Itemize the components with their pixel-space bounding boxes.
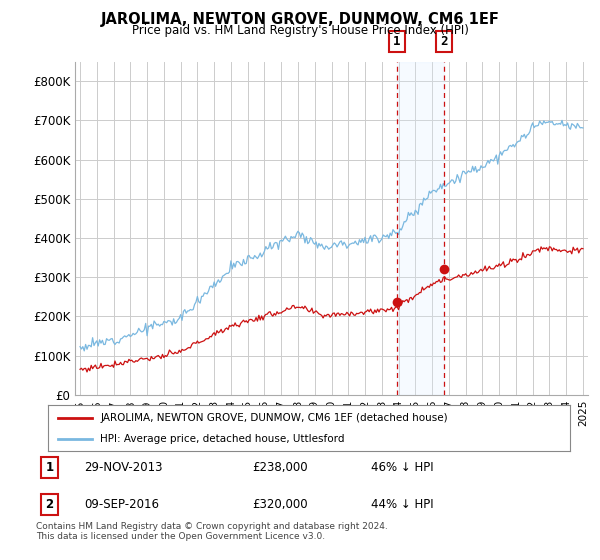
Text: £320,000: £320,000 bbox=[252, 498, 308, 511]
Text: 44% ↓ HPI: 44% ↓ HPI bbox=[371, 498, 433, 511]
Text: Price paid vs. HM Land Registry's House Price Index (HPI): Price paid vs. HM Land Registry's House … bbox=[131, 24, 469, 36]
Text: HPI: Average price, detached house, Uttlesford: HPI: Average price, detached house, Uttl… bbox=[100, 434, 344, 444]
Text: Contains HM Land Registry data © Crown copyright and database right 2024.
This d: Contains HM Land Registry data © Crown c… bbox=[36, 522, 388, 542]
Text: 1: 1 bbox=[46, 461, 53, 474]
Text: 1: 1 bbox=[394, 35, 401, 48]
Text: £238,000: £238,000 bbox=[252, 461, 308, 474]
Text: 09-SEP-2016: 09-SEP-2016 bbox=[85, 498, 160, 511]
Text: 29-NOV-2013: 29-NOV-2013 bbox=[85, 461, 163, 474]
Text: JAROLIMA, NEWTON GROVE, DUNMOW, CM6 1EF: JAROLIMA, NEWTON GROVE, DUNMOW, CM6 1EF bbox=[101, 12, 499, 27]
Text: JAROLIMA, NEWTON GROVE, DUNMOW, CM6 1EF (detached house): JAROLIMA, NEWTON GROVE, DUNMOW, CM6 1EF … bbox=[100, 413, 448, 423]
Text: 2: 2 bbox=[46, 498, 53, 511]
Text: 46% ↓ HPI: 46% ↓ HPI bbox=[371, 461, 433, 474]
Bar bbox=[397, 62, 443, 395]
Text: 2: 2 bbox=[440, 35, 448, 48]
